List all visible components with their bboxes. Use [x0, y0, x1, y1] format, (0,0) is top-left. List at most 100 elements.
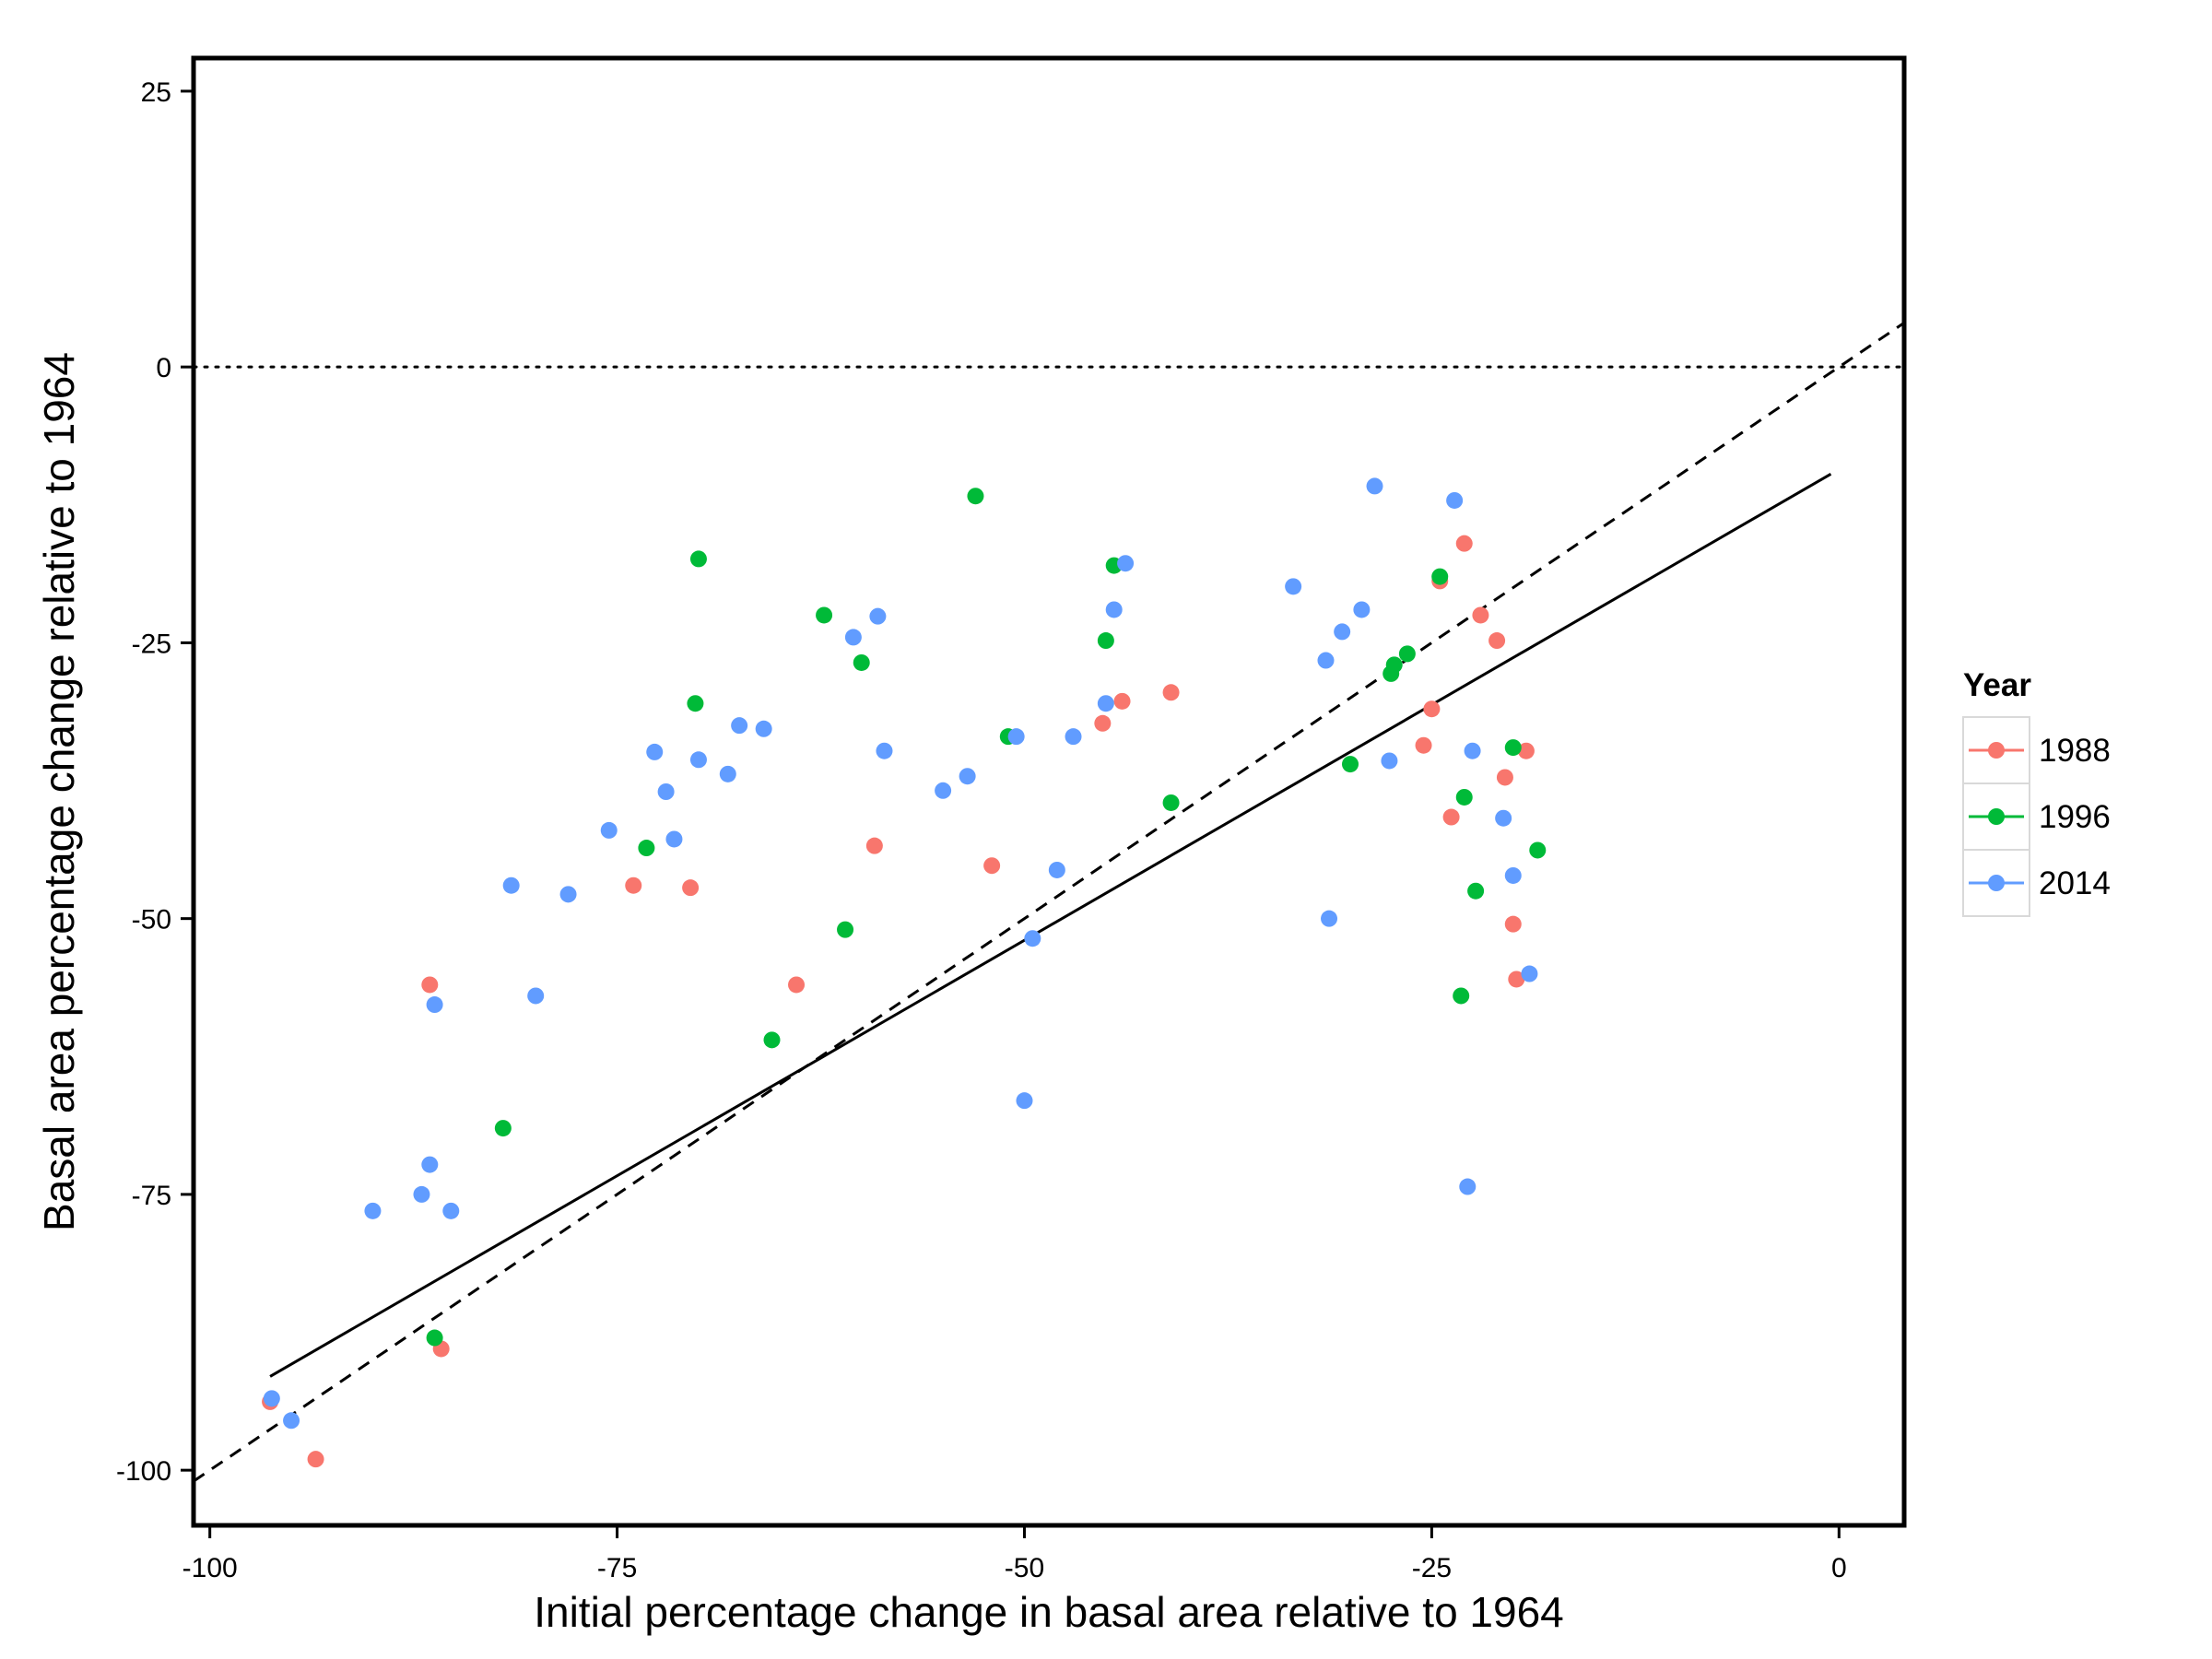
x-tick-label: -75	[597, 1553, 637, 1583]
point-1988-12	[1415, 736, 1432, 754]
point-1996-11	[1097, 632, 1114, 650]
point-2014-29	[1105, 601, 1123, 618]
point-1988-19	[1496, 769, 1513, 786]
point-1996-8	[853, 653, 870, 671]
x-axis-title: Initial percentage change in basal area …	[534, 1588, 1564, 1636]
legend: Year 1988 1996 2014	[1962, 667, 2111, 917]
y-tick-label: -50	[132, 905, 171, 935]
point-1996-22	[1504, 739, 1522, 757]
point-2014-8	[527, 987, 545, 1005]
point-2014-15	[719, 765, 736, 782]
point-1988-6	[788, 976, 806, 994]
point-1988-11	[1162, 684, 1180, 701]
point-2014-40	[1464, 742, 1481, 759]
point-2014-2	[364, 1202, 382, 1219]
point-2014-20	[876, 742, 893, 759]
y-tick-label: -100	[116, 1456, 171, 1487]
data-points	[262, 477, 1547, 1468]
point-2014-42	[1504, 866, 1522, 884]
point-2014-12	[657, 783, 675, 800]
point-2014-31	[1285, 578, 1302, 595]
x-tick-label: -50	[1005, 1553, 1044, 1583]
x-axis-ticks: -100 -75 -50 -25 0	[182, 1525, 1847, 1583]
point-2014-38	[1446, 491, 1464, 509]
point-2014-23	[1007, 728, 1025, 746]
reference-lines	[192, 322, 1906, 1483]
point-2014-19	[869, 607, 887, 625]
point-1996-19	[1453, 987, 1470, 1005]
point-2014-7	[502, 877, 520, 894]
point-2014-21	[935, 782, 952, 799]
point-1996-20	[1455, 788, 1473, 806]
point-2014-33	[1321, 910, 1338, 927]
y-tick-label: -75	[132, 1181, 171, 1211]
legend-label-1988: 1988	[2039, 733, 2111, 769]
point-1996-0	[426, 1329, 443, 1347]
point-2014-37	[1381, 752, 1398, 770]
point-1988-4	[625, 877, 642, 894]
point-1996-16	[1385, 656, 1403, 674]
point-1988-5	[682, 879, 700, 897]
point-2014-11	[646, 743, 664, 760]
point-1996-2	[638, 840, 655, 857]
point-2014-9	[559, 886, 577, 903]
point-2014-27	[1065, 728, 1082, 746]
x-tick-label: 0	[1831, 1553, 1847, 1583]
point-1988-21	[1508, 971, 1525, 988]
point-2014-28	[1097, 695, 1114, 712]
regression-fit-line	[269, 472, 1832, 1378]
point-1988-17	[1472, 606, 1489, 624]
legend-title: Year	[1963, 667, 2031, 703]
point-2014-30	[1117, 555, 1135, 572]
plot-panel-border	[191, 55, 1907, 1528]
point-1996-13	[1162, 794, 1180, 811]
point-1996-4	[689, 550, 707, 568]
point-1988-13	[1423, 700, 1441, 718]
point-1996-14	[1342, 756, 1359, 773]
point-2014-16	[731, 717, 748, 735]
point-2014-10	[600, 821, 618, 839]
point-2014-24	[1016, 1092, 1033, 1110]
legend-label-2014: 2014	[2039, 865, 2111, 901]
x-tick-label: -25	[1412, 1553, 1452, 1583]
point-1996-3	[687, 695, 704, 712]
point-2014-4	[442, 1202, 460, 1219]
point-1996-23	[1529, 841, 1547, 859]
point-2014-25	[1024, 930, 1041, 947]
x-tick-label: -100	[182, 1553, 238, 1583]
point-1988-16	[1455, 535, 1473, 552]
legend-key-dot-1996	[1988, 808, 2005, 825]
point-1996-5	[763, 1031, 781, 1049]
point-1996-21	[1467, 882, 1485, 900]
y-axis-ticks: 25 0 -25 -50 -75 -100	[116, 77, 194, 1487]
point-1996-17	[1398, 645, 1416, 663]
one-to-one-line	[193, 322, 1905, 1483]
point-2014-32	[1317, 652, 1335, 669]
point-2014-18	[844, 629, 862, 646]
legend-key-dot-1988	[1988, 742, 2005, 759]
point-2014-6	[426, 996, 443, 1014]
point-2014-26	[1048, 861, 1065, 878]
point-2014-41	[1495, 809, 1512, 827]
point-2014-13	[665, 830, 683, 848]
point-1988-22	[1517, 742, 1535, 759]
legend-label-1996: 1996	[2039, 799, 2111, 835]
y-tick-label: -25	[132, 629, 171, 659]
y-tick-label: 25	[141, 77, 171, 108]
point-1996-6	[816, 606, 833, 624]
point-2014-36	[1366, 477, 1383, 495]
point-2014-0	[263, 1390, 280, 1407]
point-2014-1	[283, 1412, 300, 1430]
point-2014-43	[1521, 965, 1538, 982]
point-1988-1	[307, 1451, 324, 1468]
point-1988-7	[865, 837, 883, 854]
point-1988-18	[1488, 632, 1506, 650]
y-tick-label: 0	[156, 353, 171, 383]
point-2014-5	[421, 1156, 439, 1173]
point-2014-39	[1459, 1178, 1477, 1195]
point-1996-9	[967, 488, 984, 505]
point-1996-7	[837, 921, 854, 938]
point-1988-8	[983, 857, 1001, 875]
